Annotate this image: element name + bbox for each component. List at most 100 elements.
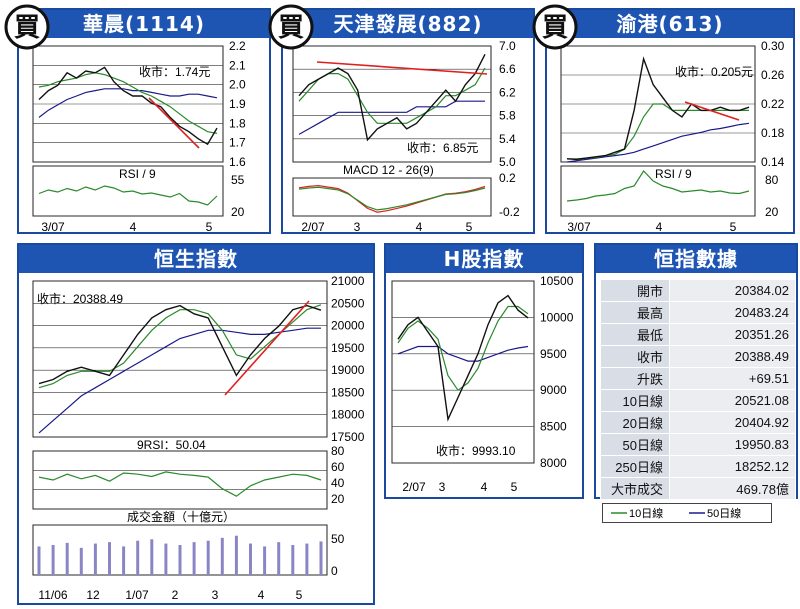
volume-tick-label: 0	[331, 564, 338, 578]
stats-label: 50日線	[600, 433, 670, 456]
y-tick-label: 2.0	[229, 78, 246, 92]
x-tick-label: 12	[86, 588, 100, 602]
x-tick-label: 4	[416, 220, 423, 232]
stats-row: 收市 20388.49	[600, 345, 796, 368]
y-tick-label: 9500	[540, 347, 567, 361]
y-tick-label: 17500	[331, 430, 365, 444]
stats-label: 開市	[600, 279, 670, 302]
stats-value: 20388.49	[669, 345, 796, 368]
y-tick-label: 1.7	[229, 136, 246, 150]
rsi-line	[38, 185, 218, 206]
stats-value: 20404.92	[669, 411, 796, 434]
chart-panel-hshares: H股指數 10500 10000 9500 9000 8500 8000 收市：9993.1…	[384, 243, 584, 499]
stats-row: 大市成交 469.78億	[600, 477, 796, 500]
stats-row: 升跌 +69.51	[600, 367, 796, 390]
stats-label: 10日線	[600, 389, 670, 412]
chart-svg-wahsing: 2.2 2.1 2.0 1.9 1.8 1.7 1.6 收市：1.74元 RSI / 9 55 20…	[32, 39, 246, 232]
ma50-line	[397, 345, 529, 362]
stats-label: 250日線	[600, 455, 670, 478]
chart-title: 渝港(613)	[547, 10, 793, 38]
close-label: 收市：20388.49	[37, 291, 123, 306]
chart-title: H股指數	[386, 245, 582, 273]
stats-row: 最低 20351.26	[600, 323, 796, 346]
x-tick-label: 11/06	[38, 588, 67, 602]
stats-row: 250日線 18252.12	[600, 455, 796, 478]
legend-ma10-label: 10日線	[629, 506, 663, 520]
plot-frame	[32, 450, 328, 510]
chart-svg-hshares: 10500 10000 9500 9000 8500 8000 收市：9993.10 2/07…	[391, 274, 574, 494]
trend-line	[148, 97, 200, 149]
volume-bar	[164, 543, 168, 575]
stats-panel: 恒指數據 開市 20384.02 最高 20483.24 最低 20351.26 收市 203…	[594, 243, 798, 500]
x-tick-label: 3	[354, 220, 361, 232]
macd-label: MACD 12 - 26(9)	[343, 163, 434, 177]
chart-panel-hsi: 恒生指數 21000 20500 20000 19500 19000 18500 18000…	[17, 243, 375, 605]
volume-label: 成交金額（十億元）	[127, 509, 235, 524]
volume-bar	[206, 540, 210, 575]
ma10-line	[38, 72, 218, 134]
rsi-label: 9RSI：50.04	[137, 438, 206, 452]
trend-line	[684, 101, 740, 121]
stats-row: 20日線 20404.92	[600, 411, 796, 434]
y-tick-label: 5.0	[499, 155, 516, 169]
volume-bar	[79, 547, 83, 575]
price-line	[566, 56, 750, 161]
rsi-line	[566, 170, 750, 202]
ma50-line	[38, 88, 218, 118]
rsi-tick-label: 20	[765, 205, 779, 219]
buy-badge-icon: 買	[268, 4, 314, 50]
x-tick-label: 5	[206, 220, 213, 232]
ma50-line	[566, 122, 750, 163]
chart-panel-yugang: 渝港(613) 0.30 0.26 0.22 0.18 0.14 收市：0.205元 RSI…	[545, 8, 795, 234]
chart-title: 天津發展(882)	[283, 10, 533, 38]
price-line	[38, 66, 218, 146]
y-tick-label: 1.8	[229, 116, 246, 130]
x-tick-label: 5	[730, 220, 737, 232]
chart-title: 華晨(1114)	[19, 10, 269, 38]
ma10-line	[397, 305, 529, 392]
volume-bar	[263, 546, 267, 575]
stats-value: 18252.12	[669, 455, 796, 478]
y-tick-label: 1.9	[229, 97, 246, 111]
ma50-line	[38, 327, 321, 434]
stats-row: 最高 20483.24	[600, 301, 796, 324]
price-line	[298, 53, 486, 142]
stats-value: 19950.83	[669, 433, 796, 456]
legend-svg: 10日線 50日線	[611, 506, 741, 520]
ma10-line	[298, 67, 486, 124]
y-tick-label: 0.30	[761, 39, 785, 53]
chart-svg-tianjin: 7.0 6.6 6.2 5.8 5.4 5.0 收市：6.85元 MACD 12 - 26(9…	[292, 39, 520, 232]
close-label: 收市：0.205元	[675, 64, 753, 79]
y-tick-label: 2.2	[229, 39, 246, 53]
price-line	[38, 304, 322, 385]
stats-value: 20351.26	[669, 323, 796, 346]
volume-bar	[249, 543, 252, 575]
stats-label: 升跌	[600, 367, 670, 390]
y-tick-label: 6.6	[499, 62, 516, 76]
rsi-tick-label: 80	[331, 444, 345, 458]
x-tick-label: 5	[296, 588, 303, 602]
y-tick-label: 19500	[331, 341, 365, 355]
macd-line	[298, 186, 486, 211]
buy-badge-icon: 買	[4, 4, 50, 50]
rsi-tick-label: 55	[231, 173, 245, 187]
y-tick-label: 0.26	[761, 68, 785, 82]
ma50-line	[298, 100, 485, 135]
x-tick-label: 2/07	[402, 480, 426, 494]
ma10-line	[38, 304, 322, 389]
rsi-tick-label: 80	[765, 173, 779, 187]
y-tick-label: 19000	[331, 363, 365, 377]
stats-row: 開市 20384.02	[600, 279, 796, 302]
x-tick-label: 5	[511, 480, 518, 494]
plot-frame	[391, 280, 535, 464]
y-tick-label: 1.6	[229, 155, 246, 169]
legend-ma50-label: 50日線	[707, 506, 741, 520]
ma10-line	[567, 103, 749, 160]
x-tick-label: 3/07	[41, 220, 65, 232]
buy-badge-label: 買	[14, 12, 40, 42]
buy-badge-label: 買	[542, 12, 568, 42]
volume-bar	[108, 542, 111, 575]
stats-table: 開市 20384.02 最高 20483.24 最低 20351.26 收市 20388.49…	[600, 279, 796, 500]
stats-label: 收市	[600, 345, 670, 368]
stats-value: 20521.08	[669, 389, 796, 412]
